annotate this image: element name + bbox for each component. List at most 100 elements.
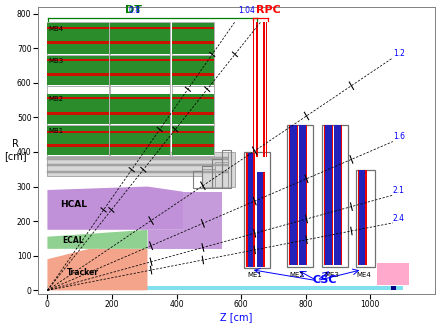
Polygon shape [47,249,147,290]
Text: ME4: ME4 [356,272,371,278]
Bar [215,162,228,186]
Bar [244,153,268,267]
Bar [331,125,332,265]
Bar [47,131,109,133]
Bar [47,147,109,156]
Bar [356,170,373,265]
Bar [299,125,305,265]
Bar [47,126,109,131]
Bar [255,22,257,157]
Bar [171,76,214,85]
Bar [110,133,170,144]
Bar [171,144,214,147]
Bar [171,41,214,44]
Bar [171,133,214,144]
Bar [376,263,408,285]
Bar [171,56,214,59]
Bar [390,286,395,290]
Polygon shape [147,192,221,249]
Bar [47,125,109,156]
Bar [288,125,290,265]
Bar [171,22,214,55]
Bar [47,144,109,147]
Bar [171,73,214,76]
Text: 1.2: 1.2 [392,49,404,58]
Polygon shape [47,186,183,230]
Text: 0.8: 0.8 [128,6,140,15]
Bar [47,56,109,59]
Bar [171,27,214,29]
Bar [47,61,109,73]
Text: 1.6: 1.6 [392,132,404,141]
Text: DT: DT [125,5,141,15]
Bar [110,22,170,55]
Bar [243,152,269,268]
Bar [47,76,109,85]
X-axis label: Z [cm]: Z [cm] [219,312,252,322]
Polygon shape [47,230,147,249]
Text: ME1: ME1 [247,272,261,278]
Bar [110,44,170,54]
Bar [262,172,264,267]
Text: 2.1: 2.1 [392,186,404,195]
Bar [257,172,262,267]
Bar [110,27,170,29]
Bar [110,94,170,97]
Bar [47,94,109,97]
Bar [47,22,109,55]
Bar [321,125,347,267]
Text: 1.04: 1.04 [237,6,254,15]
Bar [171,125,214,156]
Bar [265,22,267,157]
Bar [47,23,109,27]
Bar [212,159,221,188]
Bar [110,97,170,99]
Bar [252,22,254,157]
Bar [171,99,214,112]
Text: CSC: CSC [311,275,336,285]
Bar [171,131,214,133]
Bar [171,97,214,99]
Bar [47,44,109,54]
Bar [171,94,214,97]
Bar [357,170,358,265]
Bar [47,97,109,99]
Bar [110,99,170,112]
Bar [47,170,228,173]
Bar [364,170,366,265]
Text: MB3: MB3 [48,58,63,64]
Bar [47,59,109,61]
Text: Tracker: Tracker [67,268,99,277]
Bar [110,23,170,27]
Bar [47,27,109,29]
Bar [358,170,364,265]
Bar [47,55,109,86]
Bar [332,125,346,265]
Bar [290,125,296,265]
Bar [110,56,170,59]
Bar [171,55,214,86]
Bar [110,73,170,76]
Bar [110,125,170,156]
Bar [47,112,109,114]
Bar [262,22,264,157]
Bar [355,170,374,267]
Bar [247,153,253,267]
Bar [171,86,214,125]
Text: ME2: ME2 [289,272,304,278]
Text: MB2: MB2 [48,96,63,102]
Bar [245,153,247,267]
Bar [171,147,214,156]
Bar [333,125,340,265]
Bar [110,131,170,133]
Bar [47,99,109,112]
Bar [110,59,170,61]
Bar [110,86,170,125]
Bar [47,41,109,44]
Bar [228,152,234,186]
Bar [171,61,214,73]
Bar [47,114,109,124]
Bar [47,152,228,176]
Bar [171,59,214,61]
Bar [47,86,109,125]
